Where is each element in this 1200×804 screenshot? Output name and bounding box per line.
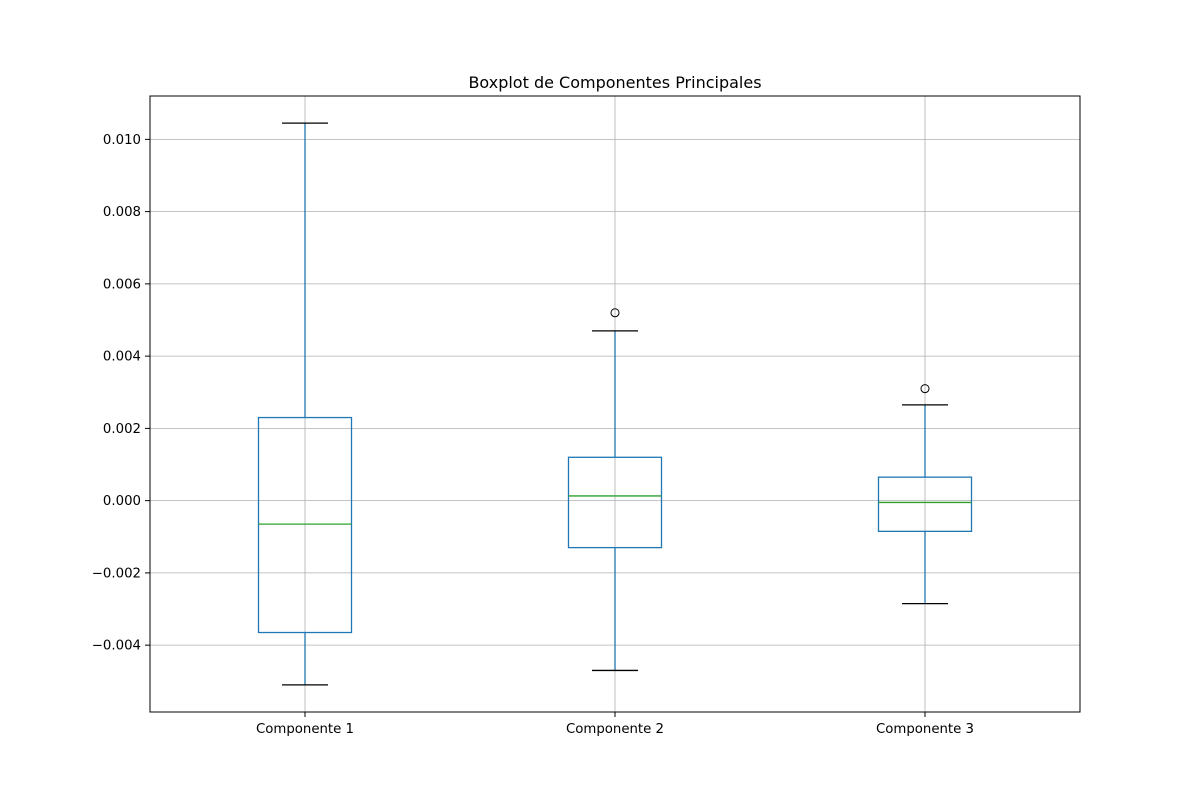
y-tick-label-1: −0.002 (92, 566, 141, 581)
tick-layer: −0.004 −0.002 0.000 0.002 0.004 0.006 0.008 0.0… (92, 133, 974, 737)
y-tick-label-7: 0.010 (103, 133, 141, 148)
y-tick-label-4: 0.004 (103, 350, 141, 365)
y-tick-label-6: 0.008 (103, 205, 141, 220)
x-tick-label-3: Componente 3 (876, 722, 974, 737)
chart-title: Boxplot de Componentes Principales (468, 73, 761, 92)
y-tick-label-3: 0.002 (103, 422, 141, 437)
y-tick-label-5: 0.006 (103, 277, 141, 292)
box-2 (567, 456, 663, 549)
x-tick-label-1: Componente 1 (256, 722, 354, 737)
box-1 (257, 416, 353, 634)
y-tick-label-0: −0.004 (92, 639, 141, 654)
outlier-2-1 (610, 308, 620, 318)
x-tick-label-2: Componente 2 (566, 722, 664, 737)
box-3 (877, 476, 973, 533)
outlier-3-1 (920, 384, 930, 394)
box-layer (257, 122, 973, 686)
y-tick-label-2: 0.000 (103, 494, 141, 509)
